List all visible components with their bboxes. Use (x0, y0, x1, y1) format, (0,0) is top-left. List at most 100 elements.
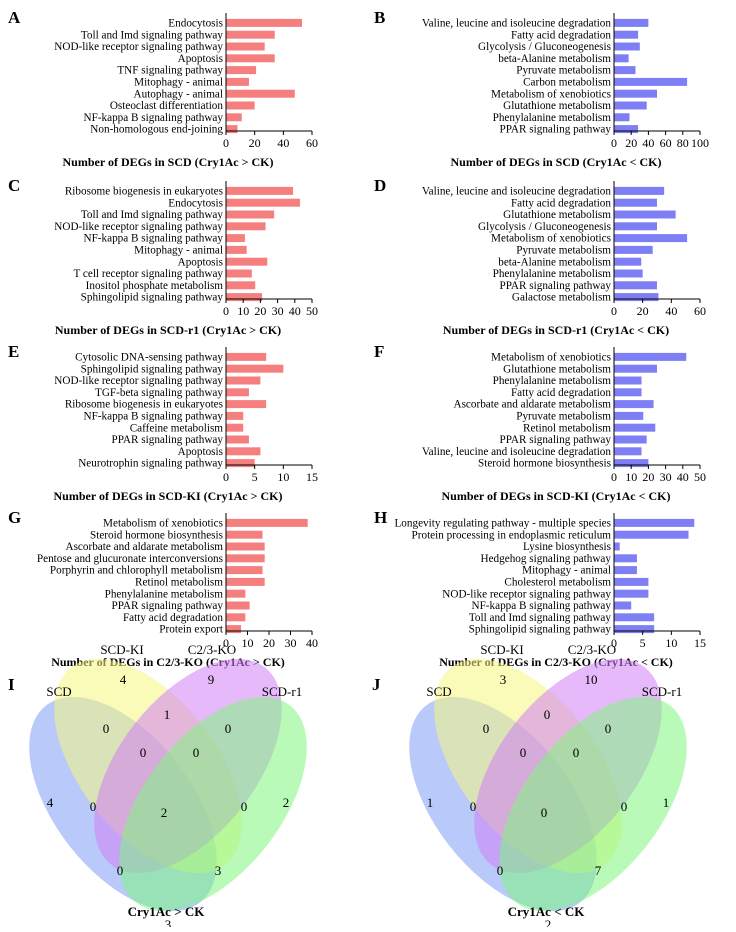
venn-set-label: SCD-KI (480, 642, 523, 657)
bar (614, 186, 665, 195)
bar (226, 554, 265, 563)
venn-region-count: 0 (241, 799, 248, 814)
category-label: Toll and Imd signaling pathway (81, 209, 224, 221)
x-tick-label: 10 (625, 470, 637, 484)
x-tick-label: 0 (611, 470, 617, 484)
category-label: Toll and Imd signaling pathway (81, 29, 224, 41)
bar (226, 376, 261, 385)
category-label: PPAR signaling pathway (500, 434, 612, 446)
bar (226, 113, 242, 122)
category-label: Phenylalanine metabolism (105, 588, 224, 600)
bar (614, 435, 647, 444)
category-label: Sphingolipid signaling pathway (81, 363, 224, 375)
venn-region-count: 1 (427, 795, 434, 810)
category-label: Autophagy - animal (134, 88, 223, 100)
bar (614, 281, 657, 290)
category-label: Metabolism of xenobiotics (491, 352, 611, 364)
bar (226, 210, 275, 219)
bar (226, 89, 295, 98)
panel-letter: A (8, 8, 21, 27)
venn-region-count: 0 (497, 863, 504, 878)
bar (226, 125, 238, 134)
category-label: Ascorbate and aldarate metabolism (454, 399, 612, 411)
x-tick-label: 0 (611, 136, 617, 150)
bar (614, 566, 637, 575)
category-label: Ribosome biogenesis in eukaryotes (65, 186, 223, 198)
bar (614, 18, 649, 27)
venn-region-count: 0 (621, 799, 628, 814)
bar (614, 245, 653, 254)
category-label: Pyruvate metabolism (516, 411, 611, 423)
x-tick-label: 10 (665, 636, 677, 650)
category-label: Glutathione metabolism (503, 100, 611, 112)
category-label: NOD-like receptor signaling pathway (54, 375, 223, 387)
venn-title: Cry1Ac < CK (508, 904, 586, 919)
category-label: Porphyrin and chlorophyll metabolism (50, 565, 223, 577)
category-label: Hedgehog signaling pathway (481, 553, 612, 565)
category-label: PPAR signaling pathway (500, 280, 612, 292)
category-label: Steroid hormone biosynthesis (478, 458, 611, 470)
bar (614, 589, 649, 598)
bar (614, 613, 655, 622)
venn-set-label: C2/3-KO (188, 642, 236, 657)
bar (614, 269, 643, 278)
bar (614, 77, 688, 86)
chart-H: H Longevity regulating pathway - multiple… (374, 508, 706, 669)
bar (226, 66, 257, 75)
x-tick-label: 60 (694, 304, 706, 318)
venn-region-count: 0 (573, 745, 580, 760)
panel-letter: I (8, 675, 15, 694)
category-label: Metabolism of xenobiotics (491, 233, 611, 245)
venn-set-4 (119, 696, 307, 912)
venn-region-count: 10 (585, 672, 598, 687)
category-label: Protein export (159, 624, 224, 636)
bar (614, 42, 640, 51)
venn-set-label: C2/3-KO (568, 642, 616, 657)
venn-region-count: 0 (140, 745, 147, 760)
category-label: Protein processing in endoplasmic reticu… (412, 529, 612, 541)
category-label: Glycolysis / Gluconeogenesis (478, 221, 611, 233)
bar (226, 186, 294, 195)
bar (614, 293, 659, 302)
x-tick-label: 40 (277, 136, 289, 150)
panel-letter: D (374, 176, 386, 195)
category-label: Caffeine metabolism (130, 422, 224, 434)
x-tick-label: 10 (237, 304, 249, 318)
x-tick-label: 40 (677, 470, 689, 484)
bar (226, 30, 275, 39)
bar (614, 376, 642, 385)
bar (226, 459, 255, 468)
bar (614, 89, 657, 98)
venn-region-count: 0 (117, 863, 124, 878)
venn-region-count: 1 (663, 795, 670, 810)
category-label: NF-kappa B signaling pathway (471, 600, 611, 612)
bar (614, 542, 620, 551)
x-tick-label: 60 (660, 136, 672, 150)
bar (614, 66, 636, 75)
venn-region-count: 3 (215, 863, 222, 878)
bar (614, 388, 642, 397)
x-axis-title: Number of DEGs in SCD (Cry1Ac < CK) (451, 155, 662, 169)
category-label: Fatty acid degradation (511, 387, 611, 399)
category-label: Fatty acid degradation (511, 197, 611, 209)
category-label: Apoptosis (178, 53, 223, 65)
category-label: Glutathione metabolism (503, 363, 611, 375)
category-label: Cholesterol metabolism (504, 577, 611, 589)
bar (614, 577, 649, 586)
panel-letter: F (374, 342, 384, 361)
category-label: Valine, leucine and isoleucine degradati… (422, 186, 612, 198)
bar (226, 577, 265, 586)
x-tick-label: 0 (223, 136, 229, 150)
x-tick-label: 50 (306, 304, 318, 318)
venn-region-count: 9 (208, 672, 215, 687)
x-tick-label: 10 (242, 636, 254, 650)
venn-region-count: 1 (164, 707, 171, 722)
category-label: Osteoclast differentiation (110, 100, 224, 112)
x-tick-label: 5 (640, 636, 646, 650)
x-tick-label: 0 (611, 304, 617, 318)
category-label: T cell receptor signaling pathway (73, 268, 223, 280)
category-label: Mitophagy - animal (134, 77, 223, 89)
